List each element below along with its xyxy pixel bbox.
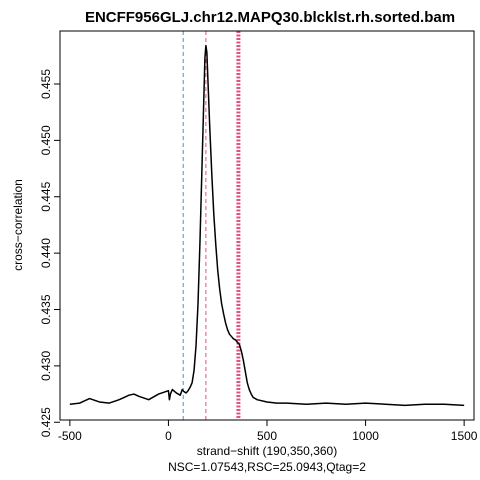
chart-title: ENCFF956GLJ.chr12.MAPQ30.blcklst.rh.sort…	[85, 9, 455, 26]
x-axis-label: strand−shift (190,350,360)	[197, 444, 337, 458]
x-tick-label: -500	[58, 429, 82, 443]
y-tick-label: 0.440	[39, 238, 53, 268]
y-tick-label: 0.455	[39, 69, 53, 99]
series-layer	[69, 44, 465, 407]
x-tick-label: 500	[257, 429, 277, 443]
y-tick-label: 0.425	[39, 407, 53, 437]
y-tick-label: 0.430	[39, 351, 53, 381]
y-tick-label: 0.445	[39, 181, 53, 211]
y-axis: 0.425 0.430 0.435 0.440 0.445 0.450 0.455	[39, 69, 60, 437]
y-tick-label: 0.435	[39, 294, 53, 324]
x-axis: -500 0 500 1000 1500	[58, 420, 478, 443]
y-tick-label: 0.450	[39, 125, 53, 155]
x-tick-label: 1000	[352, 429, 379, 443]
y-axis-label: cross−correlation	[11, 179, 25, 271]
x-tick-label: 1500	[451, 429, 478, 443]
x-tick-label: 0	[165, 429, 172, 443]
chart-subtitle: NSC=1.07543,RSC=25.0943,Qtag=2	[168, 460, 366, 474]
reference-lines	[182, 31, 241, 420]
cross-correlation-line	[69, 44, 465, 407]
